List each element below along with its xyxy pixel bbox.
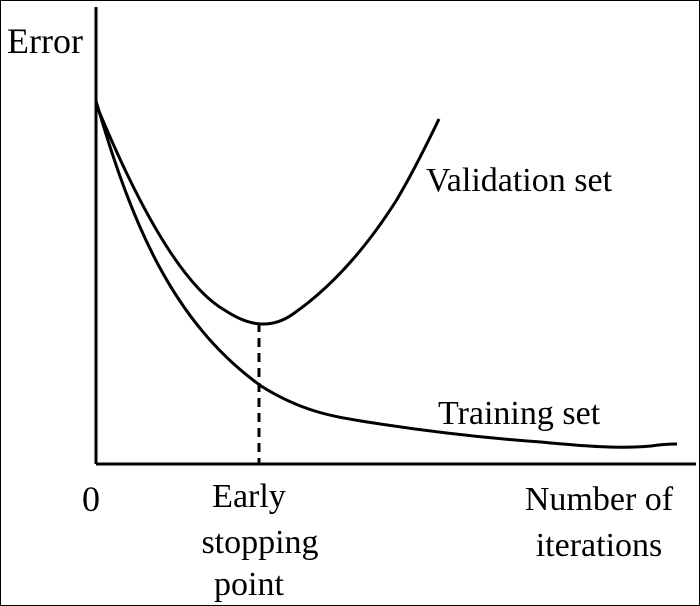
training-set-label: Training set (438, 395, 601, 432)
x-axis-label-line2: iterations (536, 527, 663, 564)
x-axis-label-line1: Number of (525, 481, 674, 518)
marker-label-line1: Early (212, 478, 286, 515)
marker-label-line3: point (214, 566, 284, 603)
training-set-curve (94, 100, 678, 449)
validation-set-label: Validation set (426, 162, 613, 199)
validation-set-curve (94, 103, 441, 326)
marker-label-line2: stopping (201, 524, 318, 561)
y-axis-label: Error (7, 21, 83, 61)
x-origin-label: 0 (82, 479, 100, 519)
